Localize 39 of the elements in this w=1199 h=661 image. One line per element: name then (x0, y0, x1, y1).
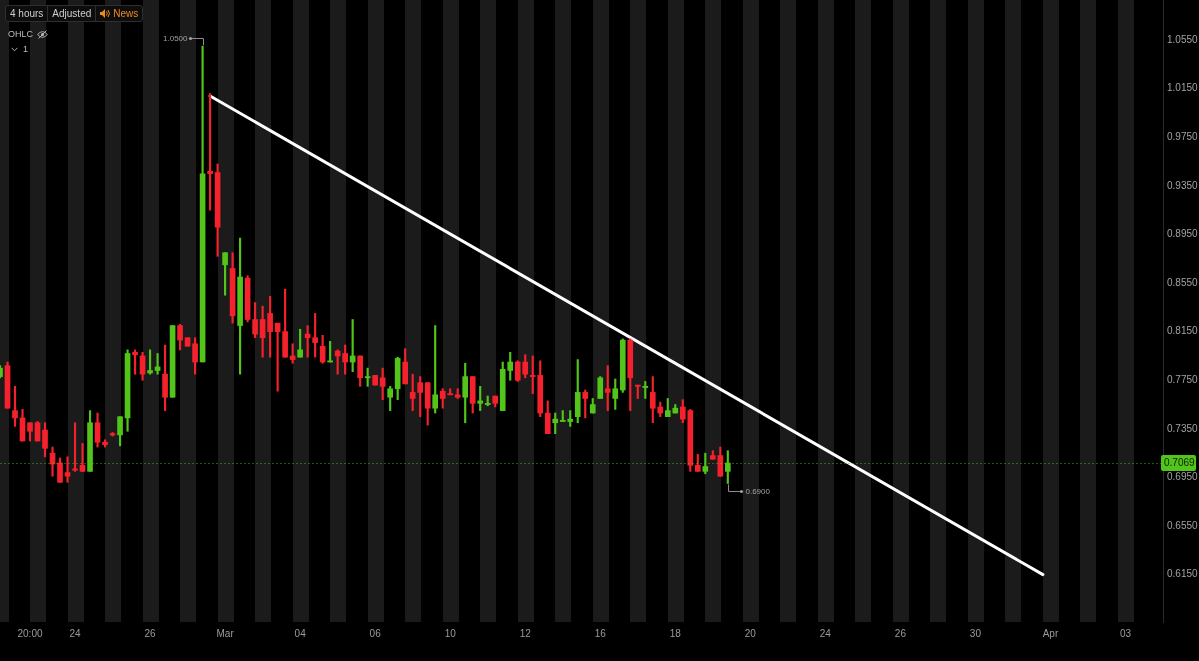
x-tick-label: 10 (444, 627, 457, 639)
annotation: Adjusted (52, 8, 92, 19)
y-tick-label: 0.8950 (1167, 228, 1199, 240)
candlestick (79, 443, 86, 472)
y-tick-label: 0.6150 (1167, 568, 1199, 580)
annotation: 1 (23, 44, 29, 54)
y-tick-label: 0.6950 (1167, 471, 1199, 483)
x-tick-label: Apr (1042, 627, 1059, 639)
x-tick-label: 18 (669, 627, 682, 639)
y-tick-label: 0.8150 (1167, 325, 1199, 337)
y-tick-label: 0.7750 (1167, 374, 1199, 385)
x-tick-label: 24 (69, 627, 82, 639)
y-tick-label: 0.9350 (1167, 179, 1199, 191)
x-tick-label: 20:00 (17, 627, 43, 639)
annotation: 1.0500 (163, 33, 189, 43)
y-tick-label: 0.9750 (1167, 131, 1199, 143)
ref-line-label: 0.7069 (1164, 457, 1196, 469)
x-tick-label: 26 (894, 627, 907, 639)
x-tick-label: 06 (369, 627, 382, 639)
annotation: OHLC (8, 29, 34, 39)
x-tick-label: 12 (519, 627, 532, 639)
y-tick-label: 0.8550 (1167, 276, 1199, 288)
x-tick-label: 24 (819, 627, 832, 639)
x-tick-label: 03 (1119, 627, 1132, 639)
y-tick-label: 1.0550 (1167, 33, 1199, 45)
annotation: News (113, 8, 139, 19)
x-tick-label: 04 (294, 627, 307, 639)
candlestick (64, 456, 71, 483)
x-tick-label: Mar (216, 627, 235, 639)
y-tick-label: 1.0150 (1167, 82, 1199, 94)
x-tick-label: 26 (144, 627, 157, 639)
y-tick-label: 0.6550 (1167, 519, 1199, 531)
x-tick-label: 16 (594, 627, 607, 639)
x-tick-label: 20 (744, 627, 757, 639)
annotation: 0.6900 (745, 486, 771, 496)
x-tick-label: 30 (969, 627, 982, 639)
y-tick-label: 0.7350 (1167, 422, 1199, 434)
annotation: 4 hours (10, 8, 44, 19)
candlestick (207, 93, 213, 211)
